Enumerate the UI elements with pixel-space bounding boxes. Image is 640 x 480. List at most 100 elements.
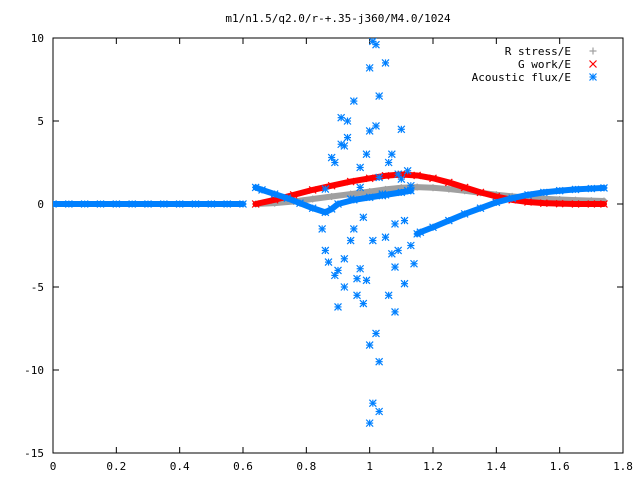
data-point [378, 191, 387, 200]
data-point [53, 200, 57, 208]
data-point [356, 163, 365, 172]
data-point [372, 40, 380, 49]
data-point [343, 117, 352, 125]
legend-marker [589, 60, 597, 68]
y-tick-label: -15 [24, 447, 44, 460]
data-point [346, 177, 355, 186]
data-point [327, 181, 336, 190]
x-tick-label: 1.8 [613, 460, 633, 473]
series-band [252, 184, 607, 207]
data-point [460, 183, 469, 192]
chart-title: m1/n1.5/q2.0/r-+.35-j360/M4.0/1024 [225, 12, 451, 25]
data-point [365, 419, 374, 428]
data-point [444, 178, 453, 187]
data-point [476, 188, 485, 197]
legend-label: Acoustic flux/E [472, 71, 571, 84]
data-point [375, 407, 384, 416]
y-tick-label: 0 [37, 198, 44, 211]
data-point [359, 213, 368, 222]
data-point [349, 224, 358, 233]
data-point [334, 302, 342, 311]
data-point [413, 171, 422, 180]
x-tick-label: 0 [50, 460, 57, 473]
x-tick-label: 0.8 [296, 460, 316, 473]
data-point [270, 190, 279, 198]
data-point [571, 185, 580, 194]
data-point [365, 174, 374, 183]
data-point [406, 181, 415, 190]
data-point [406, 241, 415, 250]
data-point [492, 198, 501, 207]
data-point [353, 291, 361, 300]
data-point [340, 283, 349, 291]
data-point [207, 200, 216, 208]
data-point [128, 200, 137, 208]
data-point [321, 208, 330, 217]
data-point [343, 133, 352, 142]
data-point [397, 175, 406, 184]
data-point [524, 190, 532, 199]
x-tick-label: 1.2 [423, 460, 443, 473]
data-point [384, 291, 393, 300]
data-point [387, 249, 396, 258]
data-point [539, 199, 548, 208]
data-point [555, 199, 564, 208]
series-band [252, 171, 607, 207]
data-point [64, 200, 73, 208]
data-point [391, 263, 399, 272]
data-point [321, 246, 330, 255]
series-layer [53, 38, 608, 428]
data-point [365, 127, 374, 135]
data-point [375, 357, 384, 366]
data-point [372, 329, 380, 338]
data-point [429, 184, 437, 192]
data-point [381, 171, 390, 180]
x-tick-label: 0.4 [170, 460, 190, 473]
data-point [539, 188, 548, 197]
data-point [429, 174, 437, 183]
data-point [400, 216, 409, 225]
data-point [375, 173, 384, 182]
data-point [324, 258, 333, 267]
data-point [397, 188, 406, 197]
data-point [410, 259, 418, 268]
data-point [346, 236, 355, 245]
data-point [356, 183, 365, 192]
legend-marker [589, 47, 597, 55]
y-tick-label: 10 [31, 32, 44, 45]
data-point [400, 279, 409, 288]
data-point [384, 158, 393, 167]
data-point [144, 200, 152, 208]
data-point [337, 113, 346, 122]
data-point [391, 219, 399, 228]
data-point [283, 194, 292, 203]
data-point [239, 200, 247, 208]
legend-label: G work/E [518, 58, 571, 71]
data-point [349, 97, 358, 106]
data-point [251, 200, 260, 208]
data-point [368, 236, 377, 245]
data-point [381, 233, 390, 242]
data-point [308, 185, 317, 194]
data-point [365, 63, 374, 72]
legend-marker [589, 73, 597, 81]
data-point [394, 246, 403, 255]
data-point [296, 199, 304, 208]
data-point [327, 205, 336, 213]
x-axis: 0 0.2 0.4 0.6 0.8 1 1.2 1.4 1.6 1.8 [50, 38, 633, 473]
data-point [445, 185, 453, 193]
data-point [397, 125, 406, 134]
data-point [328, 193, 336, 201]
data-point [391, 307, 399, 316]
data-point [555, 186, 564, 195]
data-point [112, 200, 121, 208]
data-point [600, 200, 608, 208]
x-tick-label: 0.6 [233, 460, 253, 473]
data-point [321, 185, 330, 193]
y-tick-label: -5 [31, 281, 44, 294]
data-point [356, 264, 365, 273]
data-point [362, 276, 371, 285]
data-point [372, 122, 380, 130]
